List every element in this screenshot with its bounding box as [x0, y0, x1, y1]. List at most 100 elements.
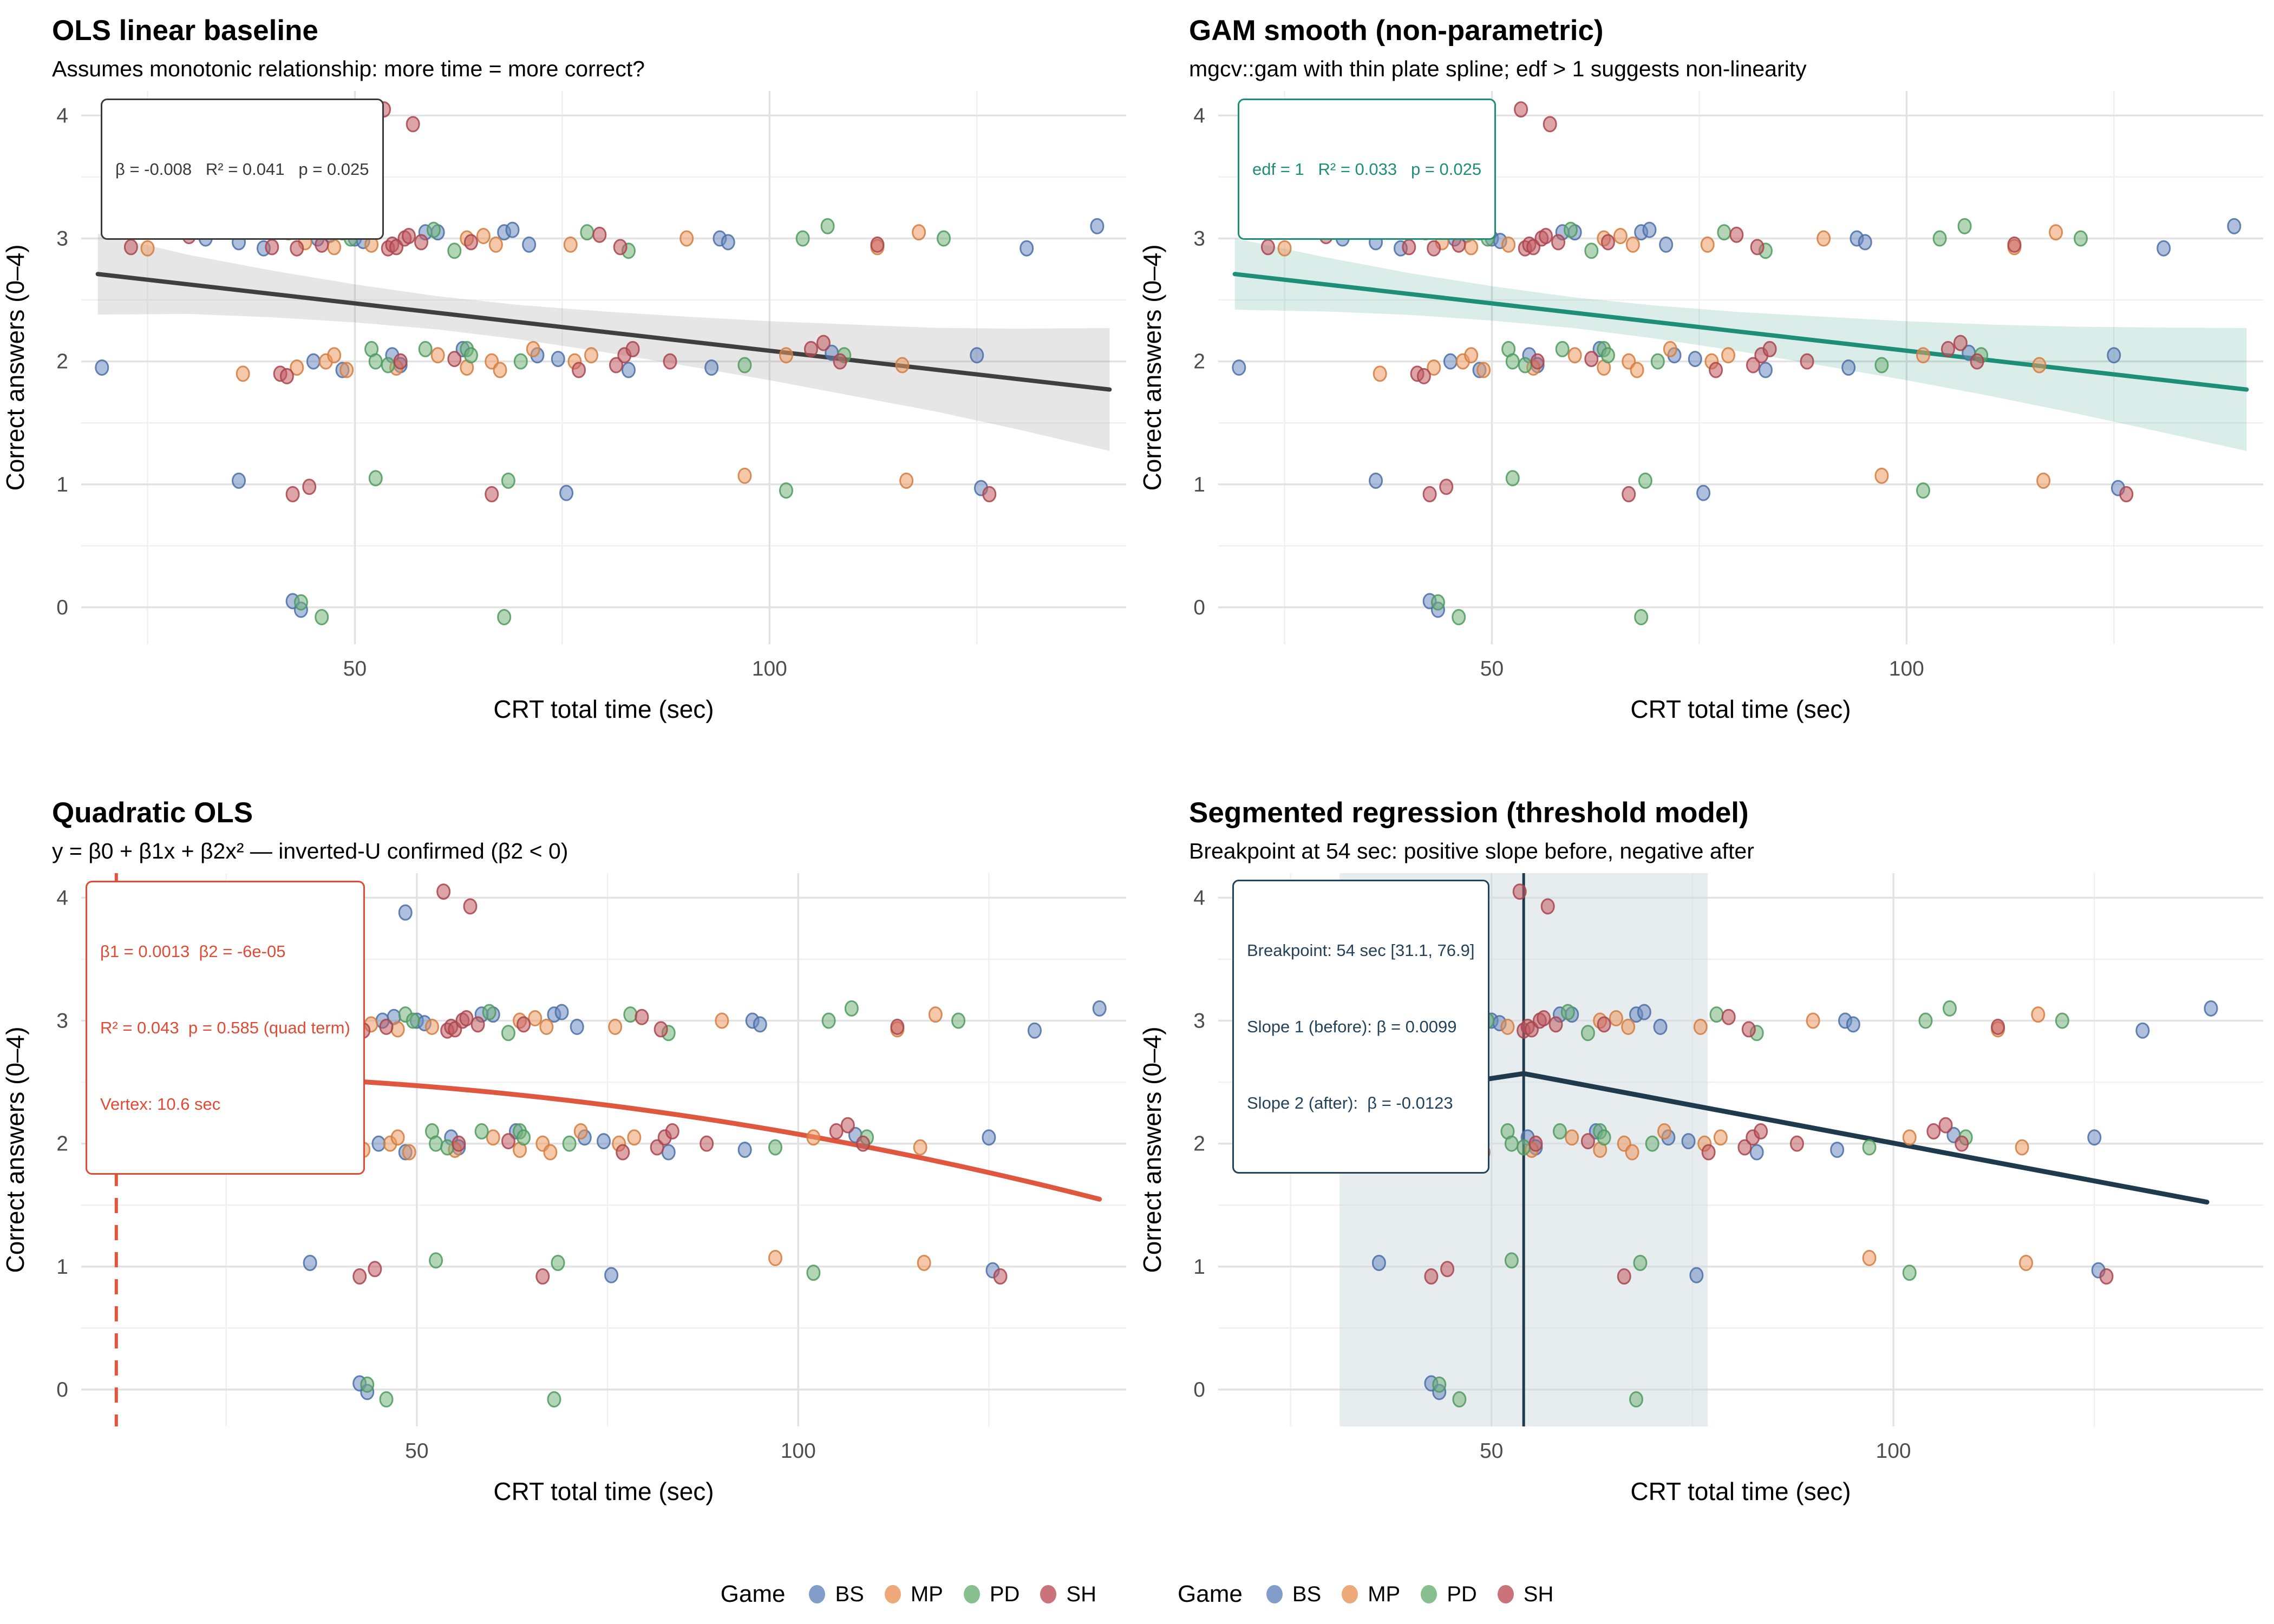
- scatter-point-sh: [592, 226, 607, 243]
- scatter-point-pd: [2074, 230, 2088, 247]
- scatter-point-mp: [928, 1006, 943, 1023]
- scatter-point-sh: [1600, 234, 1615, 251]
- scatter-point-mp: [1663, 340, 1677, 357]
- scatter-point-sh: [1991, 1018, 2005, 1035]
- scatter-point-sh: [616, 1144, 630, 1161]
- scatter-point-pd: [482, 1004, 496, 1020]
- scatter-point-sh: [402, 227, 416, 244]
- annotation-line: Slope 1 (before): β = 0.0099: [1247, 1017, 1457, 1036]
- scatter-point-bs: [1749, 1144, 1764, 1161]
- scatter-point-bs: [970, 347, 984, 364]
- scatter-point-mp: [895, 357, 910, 374]
- scatter-point-mp: [1902, 1129, 1917, 1146]
- scatter-point-pd: [547, 1391, 561, 1408]
- scatter-point-pd: [768, 1139, 782, 1156]
- scatter-point-sh: [2099, 1268, 2114, 1285]
- legend-dot-pd: [1421, 1585, 1437, 1603]
- scatter-point-mp: [912, 224, 926, 241]
- scatter-point-sh: [2007, 236, 2022, 253]
- scatter-point-sh: [1440, 1261, 1455, 1278]
- y-tick-label: 0: [56, 1378, 68, 1402]
- scatter-point-sh: [1754, 1123, 1768, 1140]
- scatter-point-mp: [1613, 227, 1628, 244]
- scatter-point-sh: [816, 335, 831, 351]
- scatter-point-pd: [1932, 230, 1947, 247]
- legend-dot-bs: [1266, 1585, 1283, 1603]
- scatter-point-sh: [459, 1010, 474, 1026]
- scatter-point-mp: [2036, 472, 2051, 489]
- scatter-point-pd: [1597, 1129, 1611, 1146]
- scatter-point-pd: [737, 357, 752, 374]
- scatter-point-pd: [418, 340, 433, 357]
- scatter-point-pd: [1645, 1135, 1659, 1152]
- scatter-point-mp: [488, 236, 503, 253]
- annotation-line: Vertex: 10.6 sec: [100, 1095, 221, 1114]
- scatter-point-mp: [1621, 1018, 1636, 1035]
- scatter-point-pd: [821, 1012, 836, 1029]
- scatter-point-mp: [1657, 1123, 1671, 1140]
- scatter-point-mp: [737, 467, 752, 484]
- legend-item-bs: BS: [1266, 1582, 1321, 1607]
- scatter-point-bs: [1092, 1000, 1107, 1017]
- y-axis-title: Correct answers (0–4): [1, 244, 29, 490]
- scatter-point-sh: [1729, 226, 1744, 243]
- scatter-point-pd: [315, 609, 329, 626]
- annotation-box-segmented: Breakpoint: 54 sec [31.1, 76.9] Slope 1 …: [1232, 880, 1489, 1174]
- scatter-point-sh: [1970, 353, 1984, 370]
- panel-subtitle: y = β0 + β1x + β2x² — inverted-U confirm…: [52, 839, 568, 863]
- scatter-point-sh: [1709, 362, 1723, 378]
- scatter-point-mp: [1816, 230, 1831, 247]
- legend-item-mp: MP: [884, 1582, 943, 1607]
- scatter-point-pd: [429, 1252, 443, 1269]
- scatter-point-mp: [339, 362, 354, 378]
- scatter-point-pd: [1916, 482, 1930, 499]
- scatter-point-pd: [551, 1254, 565, 1271]
- scatter-point-mp: [1373, 365, 1387, 382]
- plot-area-segmented: 0 1 2 3 4 50 100 CRT total time (sec) Correct an…: [1137, 863, 2274, 1532]
- legend-dot-mp: [1342, 1585, 1358, 1603]
- scatter-point-bs: [1642, 221, 1657, 238]
- scatter-point-mp: [327, 347, 342, 364]
- scatter-point-sh: [1512, 883, 1527, 900]
- scatter-point-mp: [290, 359, 304, 376]
- scatter-point-sh: [1416, 368, 1431, 384]
- scatter-point-pd: [501, 1025, 515, 1042]
- scatter-point-mp: [1874, 467, 1889, 484]
- y-tick-label: 3: [1193, 227, 1205, 251]
- scatter-point-sh: [471, 1016, 485, 1033]
- scatter-point-bs: [1232, 359, 1246, 376]
- scatter-point-sh: [463, 234, 478, 251]
- annotation-line: β = -0.008 R² = 0.041 p = 0.025: [115, 160, 369, 179]
- panel-subtitle: Assumes monotonic relationship: more tim…: [52, 56, 645, 81]
- scatter-point-pd: [1555, 340, 1570, 357]
- scatter-point-mp: [1806, 1012, 1820, 1029]
- scatter-point-bs: [1369, 472, 1383, 489]
- y-axis-title: Correct answers (0–4): [1138, 244, 1166, 490]
- x-axis-title: CRT total time (sec): [1630, 695, 1851, 723]
- scatter-point-sh: [665, 1123, 679, 1140]
- legend-row: Game BS MP PD SH Game BS MP PD SH: [0, 1564, 2274, 1624]
- ci-ribbon: [1234, 238, 2247, 451]
- panel-segmented-header: Segmented regression (threshold model) B…: [1137, 782, 2274, 863]
- scatter-point-bs: [2157, 240, 2171, 257]
- annotation-box-ols: β = -0.008 R² = 0.041 p = 0.025: [101, 99, 384, 240]
- scatter-point-sh: [1540, 898, 1555, 915]
- scatter-point-pd: [406, 1012, 420, 1029]
- scatter-point-bs: [95, 359, 109, 376]
- scatter-point-bs: [2227, 218, 2242, 234]
- scatter-point-pd: [463, 347, 478, 364]
- scatter-point-sh: [1955, 1135, 1969, 1152]
- scatter-point-pd: [1552, 1123, 1567, 1140]
- scatter-point-pd: [937, 230, 951, 247]
- scatter-point-mp: [327, 239, 342, 256]
- y-tick-label: 3: [56, 227, 68, 251]
- scatter-point-sh: [1584, 351, 1599, 368]
- scatter-point-sh: [840, 1117, 855, 1134]
- annotation-line: Slope 2 (after): β = -0.0123: [1247, 1093, 1453, 1112]
- scatter-point-mp: [1700, 236, 1715, 253]
- scatter-point-sh: [1617, 1268, 1631, 1285]
- scatter-point-pd: [1874, 357, 1889, 374]
- x-tick-label: 50: [405, 1439, 428, 1463]
- scatter-point-sh: [993, 1268, 1008, 1285]
- scatter-point-pd: [1600, 347, 1615, 364]
